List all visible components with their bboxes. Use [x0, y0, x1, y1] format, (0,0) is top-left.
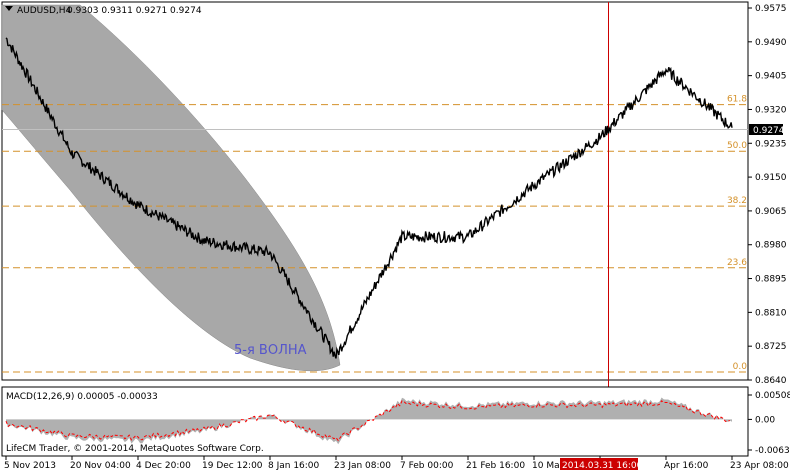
current-price-tag: 0.9274 [749, 124, 785, 136]
macd-signal-line [5, 400, 730, 442]
price-tick-label: 0.9065 [755, 207, 787, 217]
time-tick-label: 19 Dec 12:00 [202, 461, 263, 471]
time-tick-label: 2014.03.31 16:00 [562, 461, 643, 471]
price-tick-label: 0.9490 [755, 38, 787, 48]
time-tick-label: 23 Apr 08:00 [730, 461, 789, 471]
macd-tick-label: -0.00637 [755, 446, 790, 456]
price-tick-label: 0.9235 [755, 139, 787, 149]
copyright-text: LifeCM Trader, © 2001-2014, MetaQuotes S… [6, 444, 264, 454]
macd-title: MACD(12,26,9) 0.00005 -0.00033 [6, 392, 158, 402]
triangle-down-icon[interactable] [5, 6, 13, 11]
fib-level-label: 38.2 [727, 196, 747, 206]
time-tick-label: 21 Feb 16:00 [466, 461, 525, 471]
price-tick-label: 0.8980 [755, 241, 787, 251]
time-highlight-tag [560, 458, 638, 470]
price-tick-label: 0.9320 [755, 105, 787, 115]
time-axis: 5 Nov 2013 20 Nov 04:00 4 Dec 20:00 19 Dec … [4, 456, 789, 471]
ohlc-values: 0.9303 0.9311 0.9271 0.9274 [67, 6, 202, 16]
macd-axis: 0.00508 0.00 -0.00637 [748, 391, 790, 456]
price-axis: 0.9575 0.9490 0.9405 0.9320 0.9235 0.9150 0.90… [748, 4, 787, 386]
time-tick-label: 5 Nov 2013 [4, 461, 56, 471]
fib-level-label: 0.0 [733, 362, 748, 372]
wave-annotation[interactable]: 5-я ВОЛНА [234, 343, 307, 358]
price-tick-label: 0.8810 [755, 308, 787, 318]
price-tick-label: 0.9405 [755, 72, 787, 82]
price-tick-label: 0.8640 [755, 376, 787, 386]
macd-tick-label: 0.00508 [755, 391, 790, 401]
price-panel[interactable]: 61.850.038.223.60.0 5-я ВОЛНА AUDUSD,H4 … [1, 1, 749, 456]
macd-panel[interactable]: MACD(12,26,9) 0.00005 -0.00033 LifeCM Tr… [1, 386, 749, 457]
price-tick-label: 0.9150 [755, 173, 787, 183]
symbol-timeframe: AUDUSD,H4 [17, 6, 72, 16]
svg-text:0.9274: 0.9274 [753, 126, 785, 136]
fib-level-label: 23.6 [727, 258, 747, 268]
fibonacci-retracement[interactable]: 61.8 50.0 38.2 23.6 0.0 [2, 95, 748, 373]
time-tick-label: 20 Nov 04:00 [70, 461, 131, 471]
price-tick-label: 0.9575 [755, 4, 787, 14]
macd-histogram [6, 397, 732, 445]
fib-level-label: 50.0 [727, 141, 747, 151]
price-series-line [5, 37, 733, 359]
time-tick-label: 23 Jan 08:00 [334, 461, 391, 471]
time-tick-label: 4 Dec 20:00 [136, 461, 191, 471]
time-tick-label: 7 Feb 00:00 [400, 461, 454, 471]
macd-tick-label: 0.00 [755, 415, 775, 425]
fib-level-label: 61.8 [727, 95, 747, 105]
time-tick-label: Apr 16:00 [664, 461, 709, 471]
wave-channel-shape[interactable] [1, 4, 341, 372]
price-tick-label: 0.8725 [755, 342, 787, 352]
time-tick-label: 8 Jan 16:00 [268, 461, 320, 471]
price-tick-label: 0.8895 [755, 275, 787, 285]
